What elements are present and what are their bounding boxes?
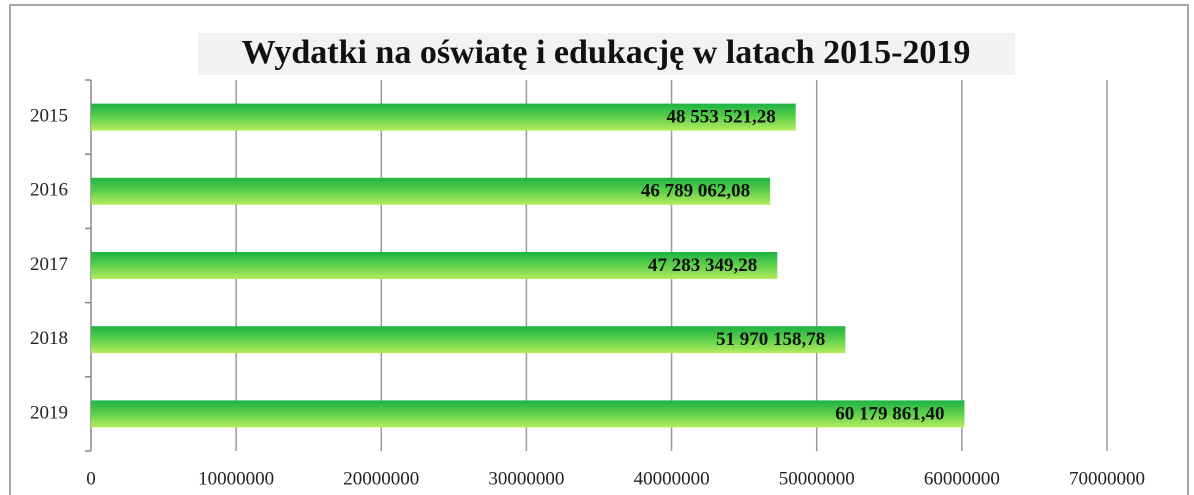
x-tick-label: 0 (86, 468, 96, 489)
title-box (198, 33, 1015, 75)
value-label: 48 553 521,28 (666, 106, 775, 127)
x-tick-label: 10000000 (198, 468, 274, 489)
bar (91, 326, 846, 354)
y-tick-label: 2015 (30, 105, 68, 126)
y-tick-label: 2018 (30, 328, 68, 349)
x-tick-label: 30000000 (488, 468, 564, 489)
x-tick-label: 70000000 (1069, 468, 1145, 489)
bar (91, 252, 778, 279)
x-tick-label: 20000000 (343, 468, 419, 489)
value-label: 60 179 861,40 (835, 403, 944, 424)
value-label: 51 970 158,78 (716, 329, 825, 350)
x-tick-label: 40000000 (634, 468, 710, 489)
bar (91, 103, 796, 131)
value-label: 47 283 349,28 (648, 255, 757, 276)
bar (91, 177, 771, 205)
y-tick-label: 2017 (30, 254, 68, 275)
y-tick-label: 2019 (30, 402, 68, 423)
x-tick-label: 50000000 (779, 468, 855, 489)
bar (91, 400, 965, 428)
x-tick-label: 60000000 (924, 468, 1000, 489)
y-tick-label: 2016 (30, 180, 68, 201)
chart-title: Wydatki na oświatę i edukację w latach 2… (242, 34, 971, 71)
value-label: 46 789 062,08 (641, 181, 750, 202)
